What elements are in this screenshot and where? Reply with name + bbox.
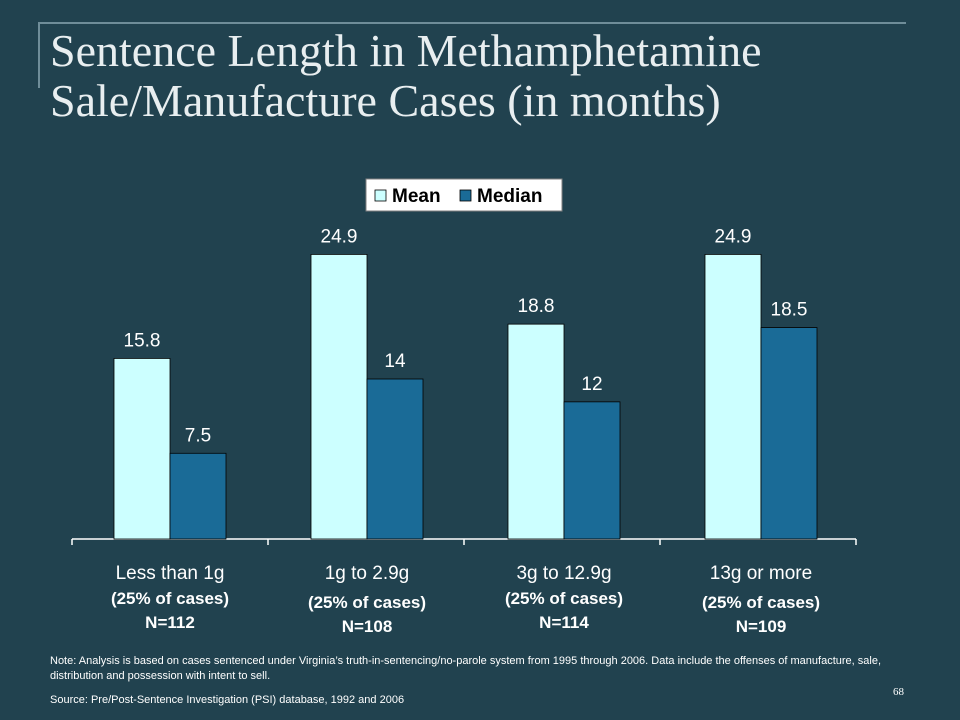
category-count-4: N=109 xyxy=(736,617,787,636)
data-label-mean-3: 18.8 xyxy=(518,296,555,317)
bar-median-2 xyxy=(366,378,424,540)
category-count-2: N=108 xyxy=(342,617,393,636)
category-label-1: Less than 1g xyxy=(116,563,225,584)
data-label-median-4: 18.5 xyxy=(771,300,808,321)
bar-mean-2 xyxy=(310,254,368,540)
bar-chart: Mean Median 15.8 7.5 Less than 1g (25% of cas… xyxy=(71,178,857,636)
data-label-mean-4: 24.9 xyxy=(715,226,752,247)
category-share-1: (25% of cases) xyxy=(111,589,229,608)
chart-note: Note: Analysis is based on cases sentenc… xyxy=(50,655,881,682)
category-label-2: 1g to 2.9g xyxy=(325,563,410,584)
page-number: 68 xyxy=(893,686,904,698)
title-border-left xyxy=(38,22,40,88)
chart-source: Source: Pre/Post-Sentence Investigation … xyxy=(50,694,405,706)
bar-median-1 xyxy=(169,452,227,540)
category-share-2: (25% of cases) xyxy=(308,593,426,612)
category-count-3: N=114 xyxy=(539,613,589,632)
title-border-top xyxy=(38,22,906,24)
bar-mean-3 xyxy=(507,323,565,540)
legend-label-mean: Mean xyxy=(392,186,441,207)
category-count-1: N=112 xyxy=(145,613,195,632)
category-share-4: (25% of cases) xyxy=(702,593,820,612)
data-label-median-2: 14 xyxy=(384,351,406,372)
data-label-mean-1: 15.8 xyxy=(124,330,161,351)
legend-swatch-median xyxy=(459,189,472,202)
bar-median-3 xyxy=(563,401,621,540)
data-label-mean-2: 24.9 xyxy=(321,226,358,247)
category-share-3: (25% of cases) xyxy=(505,589,623,608)
bar-mean-1 xyxy=(113,358,171,540)
bar-median-4 xyxy=(760,327,818,540)
legend-label-median: Median xyxy=(477,186,542,207)
slide-title: Sentence Length in Methamphetamine Sale/… xyxy=(50,25,762,126)
data-label-median-3: 12 xyxy=(581,374,602,395)
data-label-median-1: 7.5 xyxy=(185,425,211,446)
category-label-3: 3g to 12.9g xyxy=(516,563,611,584)
category-label-4: 13g or more xyxy=(710,563,812,584)
legend-swatch-mean xyxy=(374,189,387,202)
bar-mean-4 xyxy=(704,254,762,540)
